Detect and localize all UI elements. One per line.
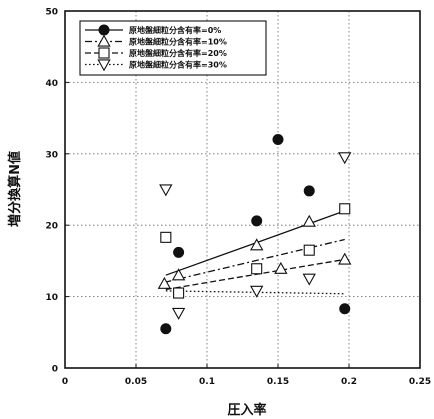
data-point [171, 307, 186, 320]
data-point [303, 244, 315, 256]
data-point [338, 152, 352, 165]
axis-ticks: 0 0.05 0.1 0.15 0.2 0.25 0 10 20 30 40 50 [45, 8, 431, 388]
data-point [173, 246, 185, 258]
data-point [157, 276, 172, 289]
y-tick-label: 10 [45, 293, 58, 303]
x-tick-label: 0.25 [409, 377, 431, 387]
legend-label: 原地盤細粒分含有率=10% [129, 37, 227, 47]
data-point [274, 261, 288, 274]
data-point [160, 323, 172, 335]
data-point [250, 285, 264, 298]
x-tick-label: 0 [62, 377, 68, 387]
y-axis-title: 増分換算N値 [7, 151, 23, 227]
x-axis-title: 圧入率 [227, 402, 266, 418]
data-point [302, 273, 316, 286]
data-markers [157, 134, 352, 335]
data-point [250, 238, 264, 251]
data-point [339, 203, 351, 215]
data-point [302, 214, 316, 227]
x-tick-label: 0.1 [199, 377, 215, 387]
trend-line [165, 258, 345, 291]
legend-marker [97, 34, 111, 47]
legend-marker [97, 59, 111, 72]
y-tick-label: 50 [45, 8, 58, 18]
data-point [171, 268, 186, 281]
data-point [303, 185, 315, 197]
data-point [159, 184, 173, 197]
y-tick-label: 30 [45, 150, 58, 160]
y-tick-label: 20 [45, 222, 58, 232]
legend: 原地盤細粒分含有率=0% 原地盤細粒分含有率=10%原地盤細粒分含有率=20% 原地… [79, 20, 267, 76]
y-tick-label: 0 [52, 365, 58, 375]
x-tick-label: 0.05 [125, 377, 147, 387]
data-point [160, 231, 172, 243]
data-point [338, 252, 352, 265]
data-point [251, 263, 263, 275]
legend-label: 原地盤細粒分含有率=20% [129, 48, 227, 58]
legend-marker [98, 47, 110, 59]
data-point [173, 287, 185, 299]
x-tick-label: 0.15 [267, 377, 289, 387]
legend-marker [98, 24, 110, 36]
data-point [251, 215, 263, 227]
data-point [339, 303, 351, 315]
x-tick-label: 0.2 [341, 377, 357, 387]
data-point [272, 134, 284, 146]
legend-label: 原地盤細粒分含有率=0% [129, 25, 221, 35]
legend-label: 原地盤細粒分含有率=30% [129, 60, 227, 70]
y-tick-label: 40 [45, 79, 58, 89]
plot-frame [64, 10, 421, 369]
